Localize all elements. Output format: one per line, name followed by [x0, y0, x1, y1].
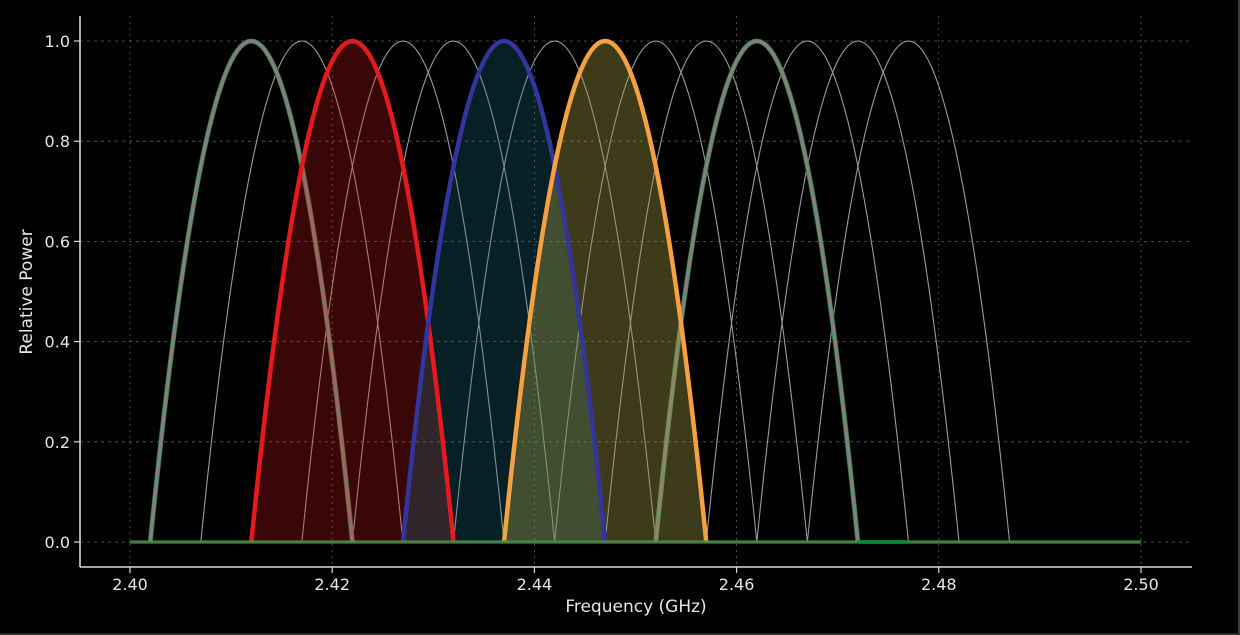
channel-3-curve — [249, 38, 456, 543]
x-tick-label: 2.46 — [719, 575, 755, 594]
highlighted-channel-fills — [251, 41, 707, 542]
channel-10-curve — [604, 40, 808, 543]
x-tick-label: 2.40 — [112, 575, 148, 594]
channel-2-curve — [200, 40, 404, 543]
channel-6-curve — [400, 38, 608, 543]
x-tick-labels: 2.40 2.42 2.44 2.46 2.48 2.50 — [112, 567, 1159, 594]
y-tick-label: 0.0 — [45, 533, 70, 552]
channel-8-curve — [501, 38, 709, 543]
y-axis-label: Relative Power — [17, 229, 37, 354]
channel-7-curve — [452, 40, 657, 543]
channel-1-curve — [148, 39, 355, 543]
channel-13-curve — [756, 40, 960, 543]
channel-12-curve — [705, 40, 910, 543]
y-tick-labels: 0.0 0.2 0.4 0.6 0.8 1.0 — [45, 32, 80, 552]
channel-14-curve — [806, 40, 1011, 543]
x-tick-label: 2.42 — [314, 575, 350, 594]
y-tick-label: 0.2 — [45, 433, 70, 452]
x-tick-label: 2.48 — [921, 575, 957, 594]
axes — [79, 16, 1192, 568]
y-tick-label: 0.8 — [45, 132, 70, 151]
highlight-gray-channel-curves — [147, 38, 861, 543]
channel-4-curve — [301, 40, 505, 543]
channel-11-curve — [653, 39, 860, 543]
highlighted-channel-strokes — [249, 38, 709, 543]
x-tick-label: 2.44 — [517, 575, 553, 594]
thin-channel-curves — [200, 40, 1011, 543]
channel-9-curve — [554, 40, 758, 543]
x-axis-label: Frequency (GHz) — [565, 597, 706, 617]
y-tick-label: 0.6 — [45, 232, 70, 251]
y-tick-label: 0.4 — [45, 333, 70, 352]
x-tick-label: 2.50 — [1123, 575, 1159, 594]
channel-5-curve — [351, 40, 556, 543]
y-tick-label: 1.0 — [45, 32, 70, 51]
